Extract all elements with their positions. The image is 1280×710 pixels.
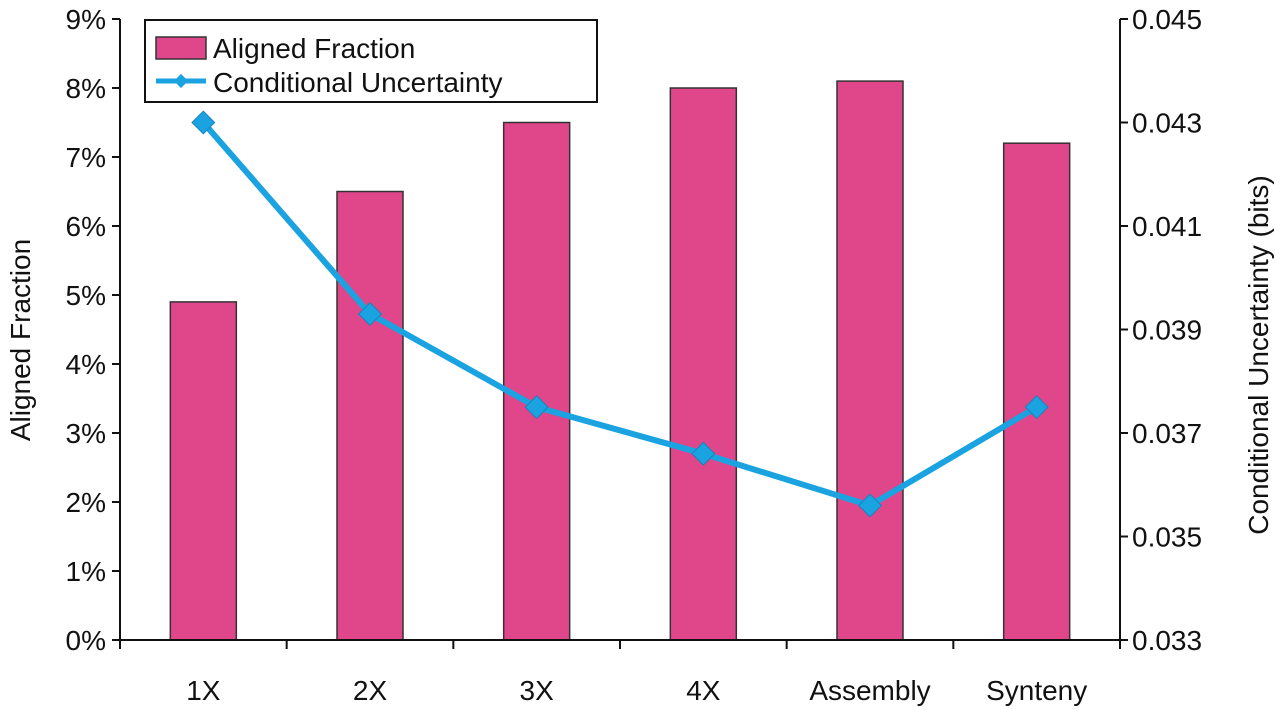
y-tick-label: 9% <box>66 4 106 35</box>
bar-synteny <box>1002 142 1071 641</box>
bar-4x <box>669 87 738 641</box>
legend: Aligned Fraction Conditional Uncertainty <box>144 19 598 103</box>
y-tick-label: 2% <box>66 487 106 518</box>
tick-labels: 0% 1% 2% 3% 4% 5% 6% 7% 8% 9% 0.033 0.035 0.037 0.039… <box>66 4 1203 706</box>
legend-box <box>144 19 598 103</box>
y-tick-label: 6% <box>66 211 106 242</box>
x-tick-label: Synteny <box>986 675 1087 706</box>
y-tick-label: 5% <box>66 280 106 311</box>
legend-bar-label: Aligned Fraction <box>213 33 415 64</box>
line-point-synteny <box>1024 395 1049 420</box>
bar-series <box>169 80 1071 641</box>
y2-tick-label: 0.035 <box>1132 522 1202 553</box>
y-tick-label: 0% <box>66 625 106 656</box>
x-tick-label: Assembly <box>809 675 930 706</box>
y-axis-title: Aligned Fraction <box>5 239 36 441</box>
line-series <box>191 110 1049 518</box>
y2-tick-label: 0.041 <box>1132 211 1202 242</box>
y2-tick-label: 0.033 <box>1132 625 1202 656</box>
bar-assembly <box>836 80 904 641</box>
x-tick-label: 3X <box>520 675 555 706</box>
conditional-uncertainty-line <box>200 119 1040 509</box>
y-tick-label: 8% <box>66 73 106 104</box>
bar-1x <box>169 301 238 641</box>
axes <box>112 18 1128 649</box>
line-point-4x <box>691 441 716 466</box>
legend-line-label: Conditional Uncertainty <box>213 67 503 98</box>
line-point-assembly <box>857 493 883 518</box>
y2-tick-label: 0.039 <box>1132 315 1202 346</box>
line-point-1x <box>191 110 216 135</box>
y2-tick-label: 0.045 <box>1132 4 1202 35</box>
y2-axis-title: Conditional Uncertainty (bits) <box>1243 175 1274 535</box>
y-tick-label: 7% <box>66 142 106 173</box>
y-tick-label: 3% <box>66 418 106 449</box>
x-tick-label: 4X <box>686 675 721 706</box>
legend-bar-swatch <box>155 36 207 60</box>
line-point-2x <box>357 301 383 326</box>
bar-3x <box>502 121 571 641</box>
x-tick-label: 1X <box>186 675 221 706</box>
y2-tick-label: 0.043 <box>1132 108 1202 139</box>
y2-tick-label: 0.037 <box>1132 418 1202 449</box>
bar-2x <box>336 190 404 641</box>
y-tick-label: 1% <box>66 556 106 587</box>
line-point-3x <box>524 395 549 420</box>
x-tick-label: 2X <box>353 675 388 706</box>
y-tick-label: 4% <box>66 349 106 380</box>
